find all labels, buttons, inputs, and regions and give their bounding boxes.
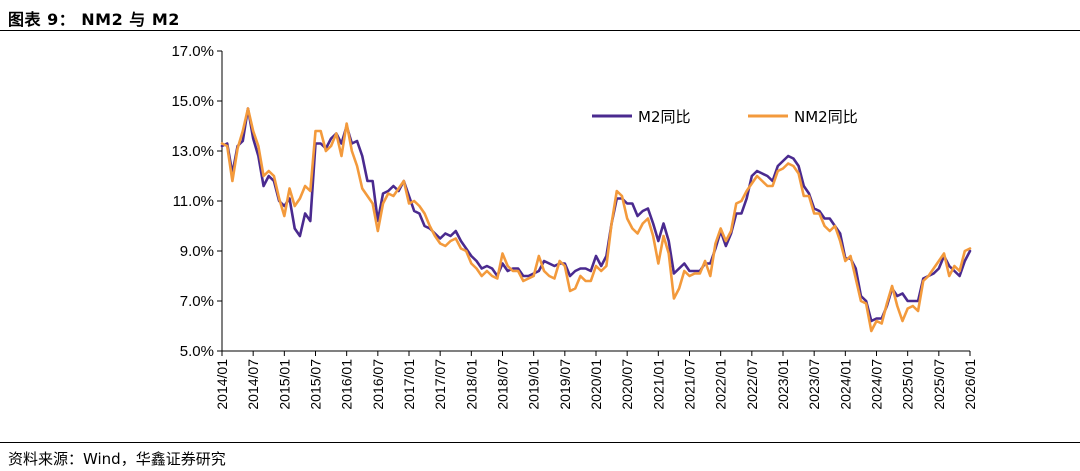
x-tick-label: 2020/01	[588, 359, 604, 410]
legend-m2-label: M2同比	[638, 108, 691, 126]
y-tick-label: 9.0%	[180, 243, 214, 260]
x-tick-label: 2026/01	[962, 359, 978, 410]
y-tick-label: 11.0%	[173, 193, 214, 210]
y-tick-label: 15.0%	[171, 93, 214, 110]
figure-title: 图表 9： NM2 与 M2	[8, 10, 180, 29]
x-tick-label: 2022/01	[713, 359, 729, 410]
x-tick-label: 2019/01	[526, 359, 542, 410]
x-tick-label: 2021/07	[682, 359, 698, 410]
x-tick-label: 2016/07	[370, 359, 386, 410]
x-tick-label: 2024/07	[869, 359, 885, 410]
x-tick-label: 2025/07	[931, 359, 947, 410]
nm2-series-line	[220, 107, 972, 333]
x-tick-label: 2014/01	[214, 359, 230, 410]
x-tick-label: 2016/01	[339, 359, 355, 410]
x-tick-label: 2021/01	[650, 359, 666, 410]
x-tick-label: 2022/07	[744, 359, 760, 410]
x-tick-label: 2023/01	[775, 359, 791, 410]
x-tick-label: 2015/01	[276, 359, 292, 410]
legend-nm2-label: NM2同比	[794, 108, 858, 126]
y-tick-label: 13.0%	[171, 143, 214, 160]
x-tick-label: 2020/07	[619, 359, 635, 410]
source-note: 资料来源：Wind，华鑫证券研究	[8, 450, 226, 468]
title-bar: 图表 9： NM2 与 M2	[0, 0, 1080, 30]
line-chart: 5.0% 7.0% 9.0% 11.0% 13.0% 15.0% 17.0% 2014/01 2…	[171, 43, 978, 410]
x-tick-label: 2025/01	[900, 359, 916, 410]
x-tick-label: 2017/01	[401, 359, 417, 410]
x-tick-label: 2018/01	[463, 359, 479, 410]
x-tick-label: 2014/07	[245, 359, 261, 410]
y-tick-label: 17.0%	[171, 43, 214, 60]
x-tick-label: 2017/07	[432, 359, 448, 410]
x-tick-label: 2024/01	[837, 359, 853, 410]
top-rule	[0, 30, 1080, 31]
x-tick-label: 2015/07	[308, 359, 324, 410]
x-tick-label: 2023/07	[806, 359, 822, 410]
y-tick-label: 5.0%	[180, 343, 214, 360]
x-tick-label: 2019/07	[557, 359, 573, 410]
bottom-rule	[0, 442, 1080, 443]
y-tick-label: 7.0%	[180, 293, 214, 310]
x-tick-label: 2018/07	[495, 359, 511, 410]
